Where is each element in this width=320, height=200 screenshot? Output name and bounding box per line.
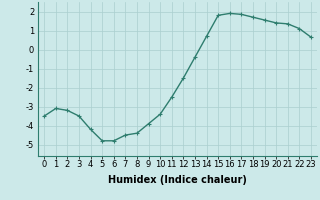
X-axis label: Humidex (Indice chaleur): Humidex (Indice chaleur) xyxy=(108,175,247,185)
